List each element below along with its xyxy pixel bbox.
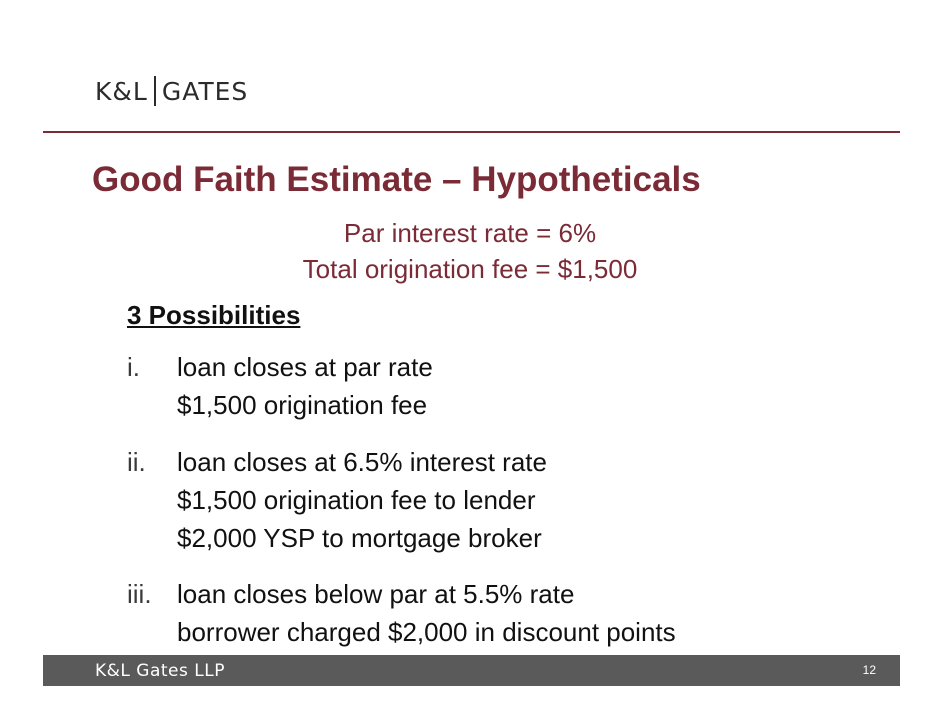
header-divider — [43, 131, 900, 133]
list-item-number: ii. — [127, 447, 146, 477]
list-item-number: i. — [127, 352, 140, 382]
list-item-text: loan closes at 6.5% interest rate $1,500… — [177, 447, 547, 561]
firm-logo: K&L GATES — [95, 76, 248, 106]
section-heading: 3 Possibilities — [127, 300, 301, 330]
list-item-line: loan closes at 6.5% interest rate — [177, 447, 547, 477]
list-item-line: borrower charged $2,000 in discount poin… — [177, 617, 676, 647]
list-item-line: $1,500 origination fee — [177, 390, 428, 420]
slide-title: Good Faith Estimate – Hypotheticals — [92, 160, 701, 199]
page-number: 12 — [862, 663, 876, 677]
subtitle-origination-fee: Total origination fee = $1,500 — [302, 254, 638, 284]
list-item-line: $1,500 origination fee to lender — [177, 485, 536, 515]
subtitle-par-rate: Par interest rate = 6% — [343, 218, 597, 248]
list-item-line: loan closes at par rate — [177, 352, 433, 382]
list-item-line: loan closes below par at 5.5% rate — [177, 579, 575, 609]
logo-left-text: K&L — [95, 76, 148, 106]
footer-logo: K&L Gates LLP — [95, 661, 225, 681]
logo-right-text: GATES — [161, 76, 249, 106]
list-item-text: loan closes below par at 5.5% rate borro… — [177, 579, 676, 655]
list-item-number: iii. — [127, 579, 152, 609]
footer-bar: K&L Gates LLP 12 — [43, 655, 900, 686]
logo-divider — [153, 76, 156, 106]
list-item-text: loan closes at par rate $1,500 originati… — [177, 352, 433, 428]
list-item-line: $2,000 YSP to mortgage broker — [177, 523, 542, 553]
